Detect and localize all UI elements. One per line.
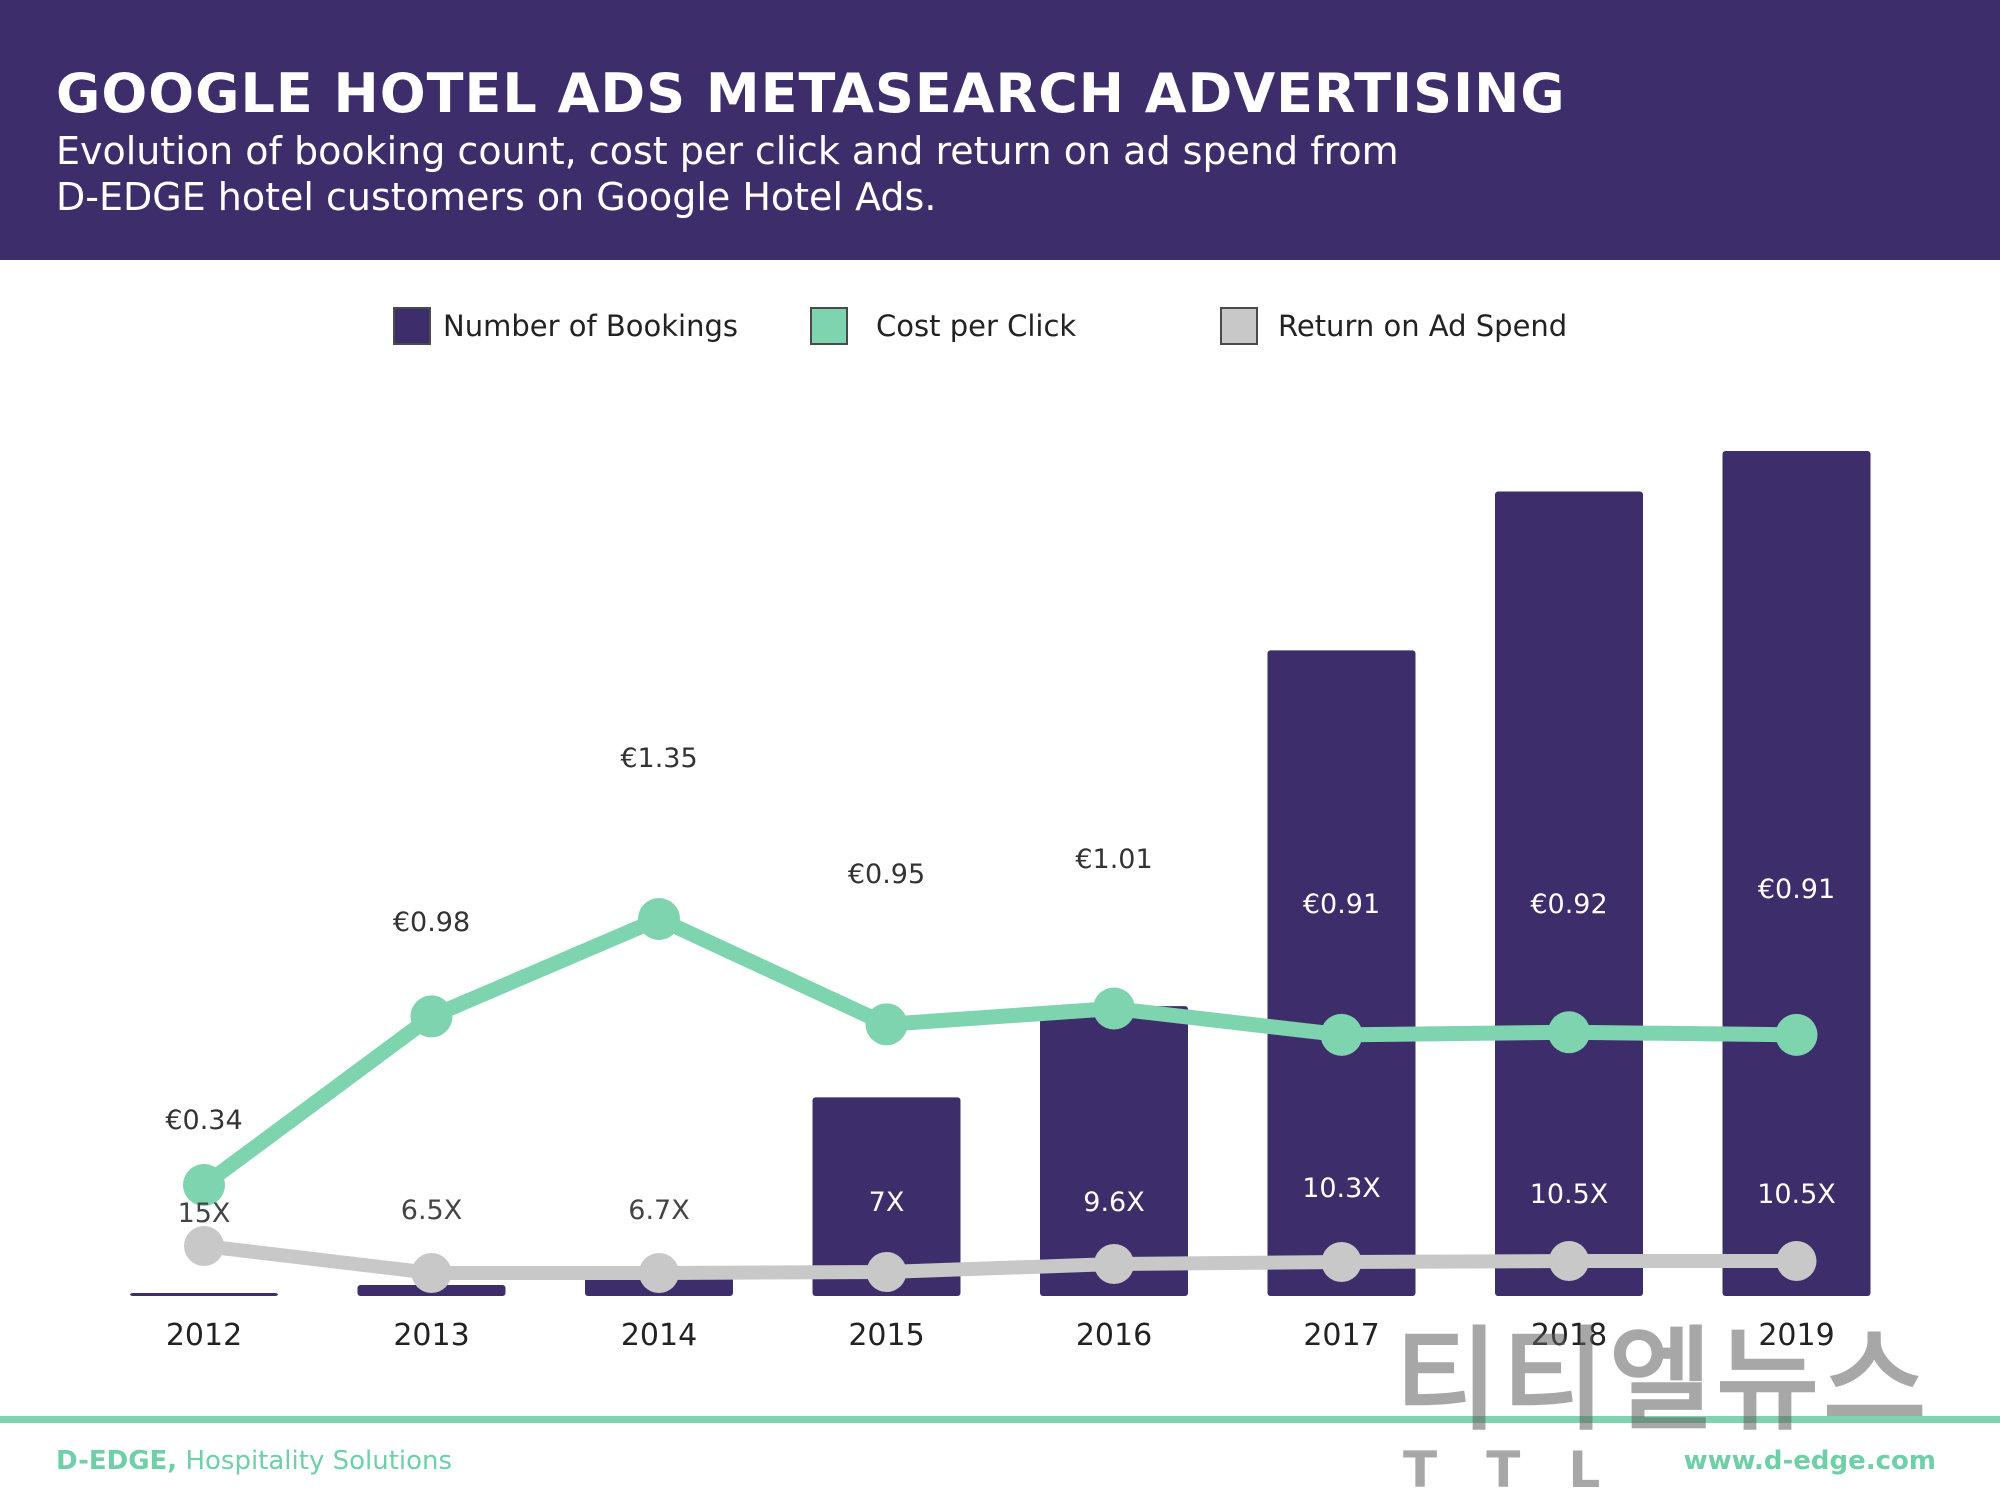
point-roas-2012 <box>184 1226 224 1266</box>
footer-brand: D-EDGE, Hospitality Solutions <box>56 1446 452 1476</box>
x-tick-2014: 2014 <box>621 1318 697 1353</box>
point-roas-2015 <box>866 1252 907 1292</box>
point-roas-2017 <box>1321 1242 1362 1282</box>
label-roas-2014: 6.7X <box>628 1195 689 1226</box>
label-roas-2013: 6.5X <box>401 1195 462 1226</box>
point-cpc-2019 <box>1775 1013 1818 1056</box>
label-roas-2019: 10.5X <box>1757 1179 1836 1210</box>
subtitle-line-2: D-EDGE hotel customers on Google Hotel A… <box>56 175 937 219</box>
legend-swatch-roas <box>1220 307 1258 345</box>
label-cpc-2016: €1.01 <box>1075 844 1152 875</box>
x-tick-2015: 2015 <box>848 1318 924 1353</box>
label-cpc-2017: €0.91 <box>1303 889 1380 920</box>
point-cpc-2013 <box>410 995 453 1038</box>
point-cpc-2018 <box>1548 1011 1590 1054</box>
point-cpc-2014 <box>638 897 680 940</box>
series-line-roas <box>197 1239 1804 1280</box>
point-cpc-2015 <box>865 1003 908 1046</box>
point-roas-2013 <box>411 1253 452 1293</box>
x-tick-2012: 2012 <box>166 1318 242 1353</box>
x-tick-2018: 2018 <box>1531 1318 1607 1353</box>
bar-bookings-2016 <box>1040 1006 1188 1296</box>
label-cpc-2012: €0.34 <box>165 1105 242 1136</box>
label-cpc-2019: €0.91 <box>1758 874 1835 905</box>
legend-label-roas: Return on Ad Spend <box>1278 309 1568 343</box>
x-tick-2019: 2019 <box>1758 1318 1834 1353</box>
footer-brand-tagline: Hospitality Solutions <box>177 1446 453 1476</box>
label-cpc-2018: €0.92 <box>1530 889 1607 920</box>
legend-label-bookings: Number of Bookings <box>443 309 739 343</box>
page-subtitle: Evolution of booking count, cost per cli… <box>56 128 1556 220</box>
point-roas-2014 <box>639 1253 679 1293</box>
label-roas-2018: 10.5X <box>1530 1179 1609 1210</box>
legend-item-bookings: Number of Bookings <box>393 305 738 347</box>
header-banner: GOOGLE HOTEL ADS METASEARCH ADVERTISING … <box>0 0 2000 260</box>
label-cpc-2013: €0.98 <box>393 907 470 938</box>
watermark-sub: TTL <box>1403 1441 1649 1499</box>
point-cpc-2017 <box>1320 1013 1363 1056</box>
label-roas-2012: 15X <box>178 1198 231 1229</box>
x-tick-2016: 2016 <box>1076 1318 1152 1353</box>
page-title: GOOGLE HOTEL ADS METASEARCH ADVERTISING <box>56 62 1566 125</box>
bar-bookings-2012 <box>130 1293 278 1296</box>
legend-label-cpc: Cost per Click <box>876 309 1077 343</box>
label-cpc-2015: €0.95 <box>848 859 925 890</box>
bar-bookings-2019 <box>1722 451 1871 1296</box>
watermark-logo: 티티엘뉴스 TTL <box>1395 1325 1930 1499</box>
point-roas-2018 <box>1549 1241 1589 1281</box>
x-tick-2013: 2013 <box>393 1318 469 1353</box>
x-tick-2017: 2017 <box>1303 1318 1379 1353</box>
footer-url-link[interactable]: www.d-edge.com <box>1683 1446 1936 1476</box>
series-line-cpc <box>196 911 1804 1193</box>
bar-bookings-2018 <box>1495 491 1643 1296</box>
legend-item-cpc: Cost per Click <box>810 305 1076 347</box>
bar-bookings-2017 <box>1267 650 1416 1296</box>
label-cpc-2014: €1.35 <box>620 743 697 774</box>
label-roas-2016: 9.6X <box>1083 1187 1144 1218</box>
point-cpc-2012 <box>183 1164 225 1206</box>
point-cpc-2016 <box>1093 987 1135 1030</box>
watermark-text: 티티엘뉴스 <box>1395 1316 1931 1446</box>
legend-swatch-bookings <box>393 307 431 345</box>
label-roas-2017: 10.3X <box>1302 1173 1381 1204</box>
label-roas-2015: 7X <box>869 1187 905 1218</box>
bar-bookings-2015 <box>812 1097 961 1296</box>
footer-brand-name: D-EDGE, <box>56 1446 178 1476</box>
legend-swatch-cpc <box>810 307 848 345</box>
legend-item-roas: Return on Ad Spend <box>1220 305 1567 347</box>
footer-divider <box>0 1416 2000 1423</box>
subtitle-line-1: Evolution of booking count, cost per cli… <box>56 129 1399 173</box>
point-roas-2019 <box>1776 1241 1817 1281</box>
point-roas-2016 <box>1094 1244 1134 1284</box>
